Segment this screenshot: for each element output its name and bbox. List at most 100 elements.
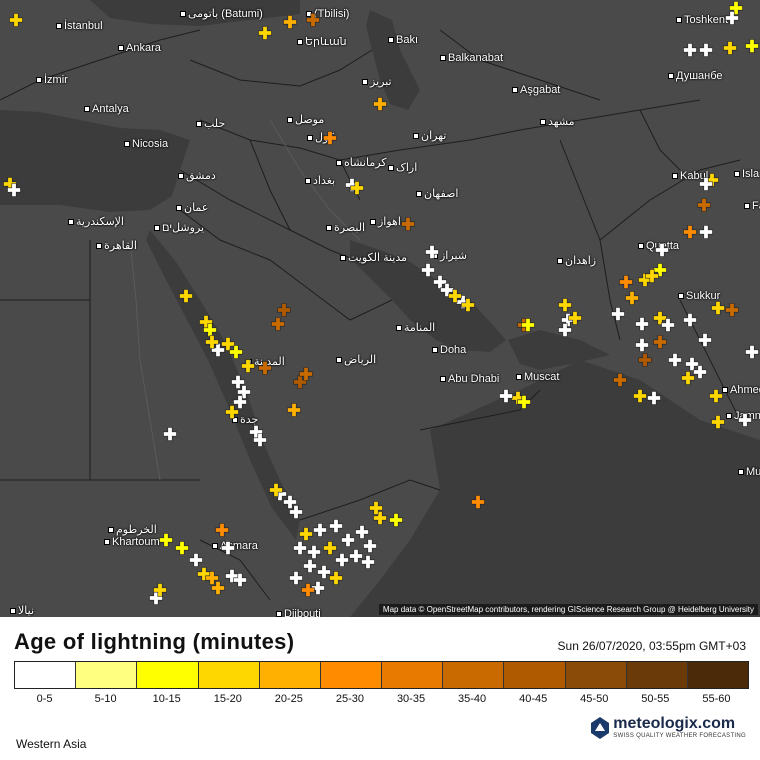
city-marker-icon (96, 243, 102, 250)
city-label: الإسكندرية (68, 216, 124, 228)
lightning-strike-icon (205, 335, 219, 349)
lightning-strike-icon (645, 269, 659, 283)
city-label: Khartoum (104, 536, 160, 548)
lightning-strike-icon (323, 541, 337, 555)
lightning-strike-icon (685, 357, 699, 371)
city-name: زاهدان (565, 255, 597, 267)
lightning-strike-icon (189, 553, 203, 567)
lightning-strike-icon (7, 183, 21, 197)
city-marker-icon (638, 243, 644, 250)
lightning-strike-icon (635, 317, 649, 331)
city-name: الخرطوم (116, 524, 157, 536)
city-name: Ahmed (730, 384, 760, 396)
lightning-strike-icon (699, 177, 713, 191)
legend-title: Age of lightning (minutes) (14, 629, 295, 654)
city-name: Ankara (126, 42, 161, 54)
legend-label: 35-40 (458, 693, 487, 705)
lightning-strike-icon (625, 291, 639, 305)
city-marker-icon (516, 374, 522, 381)
legend-swatch (76, 662, 138, 688)
lightning-strike-icon (461, 298, 475, 312)
legend-label: 50-55 (641, 693, 670, 705)
lightning-strike-icon (258, 361, 272, 375)
city-name: تبریز (370, 76, 392, 88)
lightning-strike-icon (175, 541, 189, 555)
city-name: الإسكندرية (76, 216, 124, 228)
lightning-strike-icon (283, 495, 297, 509)
lightning-strike-icon (389, 513, 403, 527)
legend-swatch (15, 662, 77, 688)
map-attribution[interactable]: Map data © OpenStreetMap contributors, r… (378, 604, 758, 615)
city-label: اراک (388, 162, 417, 174)
city-label: اهواز (370, 216, 401, 228)
city-label: مشهد (540, 116, 575, 128)
legend-label: 30-35 (396, 693, 426, 705)
city-marker-icon (722, 387, 728, 394)
city-name: یروشلים (162, 222, 205, 234)
city-label: Balkanabat (440, 52, 503, 64)
city-marker-icon (307, 135, 313, 142)
city-label: زاهدان (557, 255, 596, 267)
city-marker-icon (305, 178, 311, 185)
city-marker-icon (10, 608, 16, 615)
lightning-strike-icon (723, 41, 737, 55)
lightning-strike-icon (341, 533, 355, 547)
lightning-strike-icon (361, 555, 375, 569)
scale-labels: 0-5 5-10 10-15 15-20 20-25 25-30 30-35 35-40 40-… (14, 693, 747, 705)
city-label: Երևան (297, 36, 347, 48)
lightning-strike-icon (653, 335, 667, 349)
city-name: Balkanabat (448, 52, 504, 64)
city-label: Kabul (672, 170, 708, 182)
lightning-strike-icon (425, 245, 439, 259)
lightning-strike-icon (729, 1, 743, 15)
city-name: اصفهان (424, 188, 459, 200)
lightning-strike-icon (307, 545, 321, 559)
lightning-strike-icon (233, 395, 247, 409)
city-label: Doha (432, 344, 466, 356)
lightning-strike-icon (233, 573, 247, 587)
lightning-strike-icon (229, 345, 243, 359)
lightning-strike-icon (159, 533, 173, 547)
city-label: اصفهان (416, 188, 458, 200)
city-label: یروشلים (154, 222, 204, 234)
lightning-strikes (3, 1, 759, 605)
city-label: موصل (287, 114, 324, 126)
city-name: مشهد (548, 116, 575, 128)
lightning-strike-icon (521, 318, 535, 332)
lightning-strike-icon (299, 527, 313, 541)
city-name: Khartoum (112, 536, 160, 548)
lightning-strike-icon (225, 405, 239, 419)
lightning-strike-icon (163, 427, 177, 441)
city-label: Mum (738, 466, 760, 478)
arabian-sea (350, 360, 760, 617)
lightning-strike-icon (698, 333, 712, 347)
city-marker-icon (108, 527, 114, 534)
lightning-strike-icon (655, 243, 669, 257)
lightning-map[interactable]: İstanbul Ankara İzmir Antalya Nicosia باتومى … (0, 0, 760, 617)
city-name: تهران (421, 130, 447, 142)
city-label: Sukkur (678, 290, 720, 302)
city-label: Djibouti (276, 608, 321, 617)
brand[interactable]: meteologix.com SWISS QUALITY WEATHER FOR… (591, 715, 746, 739)
city-name: Sukkur (686, 290, 721, 302)
city-marker-icon (176, 205, 182, 212)
lightning-strike-icon (558, 298, 572, 312)
city-marker-icon (370, 219, 376, 226)
lightning-strike-icon (329, 571, 343, 585)
city-name: Mum (746, 466, 760, 478)
city-label: Ahmed (722, 384, 760, 396)
city-marker-icon (84, 106, 90, 113)
lightning-strike-icon (293, 375, 307, 389)
city-marker-icon (104, 539, 110, 546)
lightning-strike-icon (283, 15, 297, 29)
city-marker-icon (232, 417, 238, 424)
legend-swatch (565, 662, 627, 688)
city-name: حلب (204, 118, 226, 130)
lightning-strike-icon (335, 553, 349, 567)
legend-swatch (320, 662, 383, 688)
city-name: Երևան (305, 36, 347, 48)
city-name: Kabul (680, 170, 709, 182)
lightning-strike-icon (271, 317, 285, 331)
city-label: İstanbul (56, 20, 103, 32)
city-marker-icon (178, 173, 184, 180)
